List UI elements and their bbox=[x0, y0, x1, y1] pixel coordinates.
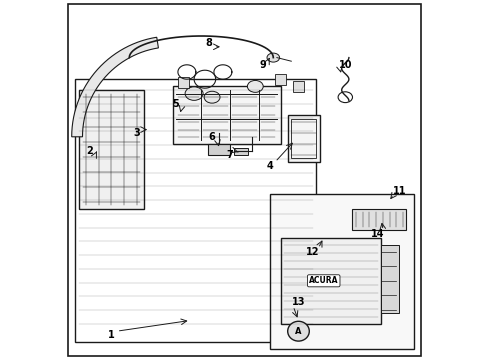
Polygon shape bbox=[381, 245, 399, 313]
Text: 14: 14 bbox=[370, 229, 384, 239]
Text: 1: 1 bbox=[108, 330, 115, 340]
Polygon shape bbox=[72, 37, 158, 137]
Ellipse shape bbox=[266, 53, 279, 62]
Text: 12: 12 bbox=[305, 247, 319, 257]
Text: 13: 13 bbox=[291, 297, 305, 307]
Polygon shape bbox=[292, 81, 303, 92]
Text: 7: 7 bbox=[226, 150, 233, 160]
Text: ACURA: ACURA bbox=[308, 276, 338, 285]
Text: A: A bbox=[295, 327, 301, 336]
Ellipse shape bbox=[204, 91, 220, 103]
Ellipse shape bbox=[247, 81, 263, 93]
Polygon shape bbox=[172, 86, 280, 144]
Polygon shape bbox=[275, 74, 285, 85]
Text: 2: 2 bbox=[86, 146, 93, 156]
Polygon shape bbox=[280, 238, 381, 324]
Text: 4: 4 bbox=[266, 161, 272, 171]
Polygon shape bbox=[178, 77, 188, 88]
Text: 10: 10 bbox=[338, 60, 351, 70]
Polygon shape bbox=[269, 194, 413, 349]
Text: 5: 5 bbox=[172, 99, 179, 109]
Text: 9: 9 bbox=[259, 60, 265, 70]
Text: 8: 8 bbox=[204, 38, 211, 48]
Text: 3: 3 bbox=[133, 128, 140, 138]
Polygon shape bbox=[287, 115, 320, 162]
Polygon shape bbox=[208, 144, 230, 155]
Polygon shape bbox=[233, 148, 247, 155]
Text: 11: 11 bbox=[392, 186, 405, 196]
Polygon shape bbox=[79, 90, 143, 209]
Ellipse shape bbox=[287, 321, 309, 341]
Text: 6: 6 bbox=[208, 132, 215, 142]
Polygon shape bbox=[352, 209, 406, 230]
Ellipse shape bbox=[185, 87, 203, 100]
